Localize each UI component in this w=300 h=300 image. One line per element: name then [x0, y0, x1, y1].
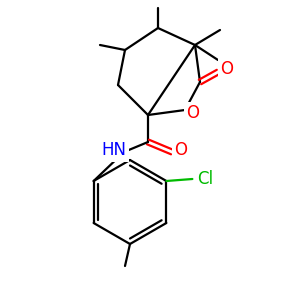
Text: O: O [220, 60, 233, 78]
Text: O: O [175, 141, 188, 159]
Text: O: O [187, 104, 200, 122]
Text: HN: HN [101, 141, 127, 159]
Text: Cl: Cl [197, 170, 213, 188]
